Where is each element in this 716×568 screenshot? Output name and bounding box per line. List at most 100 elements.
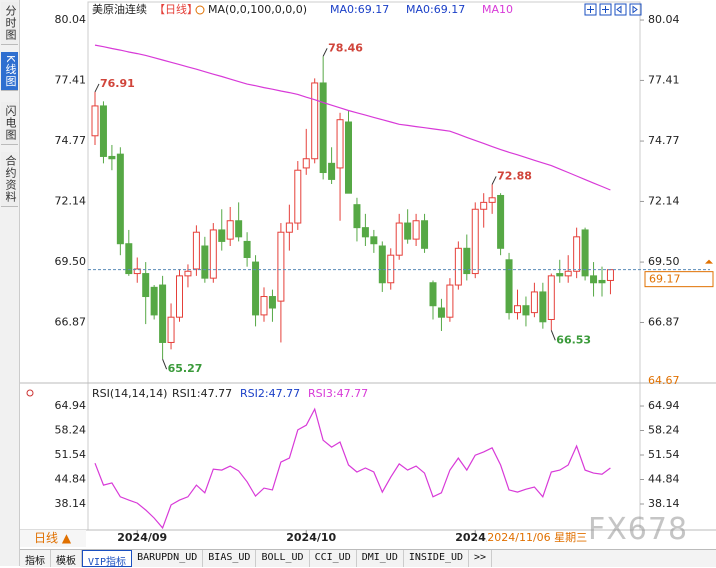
plot-border — [87, 1, 641, 531]
y-tick-label: 80.04 — [55, 13, 87, 26]
y-tick-label: 72.14 — [648, 194, 680, 207]
candle-body — [505, 259, 513, 314]
settings-icon[interactable] — [26, 389, 34, 397]
y-tick-label: 69.50 — [55, 255, 87, 268]
tab[interactable]: K线图 — [1, 52, 18, 92]
candle-body — [581, 229, 589, 277]
toolbar-tab[interactable]: BARUPDN_UD — [132, 550, 204, 567]
x-tick-label: 2024/09 — [117, 531, 167, 544]
candle-body — [328, 162, 336, 180]
header-text: MA0:69.17 — [330, 3, 389, 16]
candle-body — [99, 105, 107, 157]
toolbar-tab[interactable]: >> — [469, 550, 493, 567]
y-tick-label: 66.87 — [648, 315, 680, 328]
candle-body — [184, 270, 192, 277]
candle-body — [133, 268, 141, 275]
candle-body — [454, 247, 462, 286]
candle-body — [243, 240, 251, 258]
y-tick-label: 77.41 — [648, 73, 680, 86]
y-tick-label: 64.94 — [648, 399, 680, 412]
candle-body — [488, 197, 496, 203]
candle-body — [319, 82, 327, 174]
candle-body — [463, 247, 471, 275]
price-arrow — [705, 259, 713, 264]
tab[interactable]: 闪电图 — [1, 102, 18, 145]
y-tick-label: 77.41 — [55, 73, 87, 86]
header-text: MA10 — [482, 3, 513, 16]
annotation-leader — [94, 83, 100, 93]
y-tick-label: 38.14 — [648, 497, 680, 510]
toggle-icon — [195, 5, 205, 15]
watermark: FX678 — [588, 512, 689, 547]
candle-body — [268, 296, 276, 309]
x-tick-label: 2024/10 — [286, 531, 336, 544]
y-tick-label: 44.84 — [648, 473, 680, 486]
header-text: RSI1:47.77 — [172, 387, 232, 400]
tab[interactable]: 合约资料 — [1, 152, 18, 207]
price-box — [644, 271, 714, 288]
candle-body — [573, 236, 581, 272]
header-text: 美原油连续 — [92, 2, 147, 16]
toolbar-tab[interactable]: BIAS_UD — [203, 550, 257, 567]
annotation: 66.53 — [556, 333, 591, 346]
candle-body — [302, 158, 310, 169]
tab[interactable]: 分时图 — [1, 2, 18, 45]
candle-body — [336, 119, 344, 169]
candle-body — [395, 222, 403, 256]
candle-body — [235, 220, 243, 238]
y-tick-label: 74.77 — [648, 134, 680, 147]
candle-body — [108, 155, 116, 160]
candle-body — [361, 227, 369, 238]
annotation: 72.88 — [497, 169, 532, 182]
toolbar-tab[interactable]: DMI_UD — [357, 550, 404, 567]
candle-body — [370, 236, 378, 245]
toolbar-tab[interactable]: 模板 — [51, 550, 82, 567]
chart: 66.87 66.87 69.50 69.50 72.14 72.14 74.77 74.77… — [20, 1, 716, 546]
candle-body — [564, 270, 572, 277]
y-tick-label: 58.24 — [55, 424, 87, 437]
toolbar-tab[interactable]: CCI_UD — [310, 550, 357, 567]
toolbar-tab[interactable]: BOLL_UD — [256, 550, 310, 567]
cursor-date-box — [486, 531, 587, 546]
candle-body — [412, 220, 420, 240]
candle-body — [218, 229, 226, 242]
y-tick-label: 64.67 — [648, 374, 680, 387]
candle-body — [539, 291, 547, 323]
annotation-leader — [162, 359, 168, 370]
period-button[interactable]: 日线 ▲ — [20, 530, 86, 547]
y-tick-label: 69.50 — [648, 255, 680, 268]
cursor-date: 2024/11/06 星期三 — [487, 531, 587, 544]
toolbar-tab[interactable]: INSIDE_UD — [404, 550, 470, 567]
toolbar-tab[interactable]: 指标 — [20, 550, 51, 567]
candle-body — [311, 82, 319, 160]
y-tick-label: 72.14 — [55, 194, 87, 207]
annotation-leader — [550, 330, 556, 341]
candle-body — [201, 245, 209, 279]
candle-body — [345, 121, 352, 194]
candle-body — [429, 282, 437, 307]
candle-body — [387, 254, 395, 284]
header-text: MA0:69.17 — [406, 3, 465, 16]
candle-body — [125, 243, 133, 275]
ma-line — [94, 44, 611, 191]
header-text: RSI3:47.77 — [308, 387, 368, 400]
candle-body — [404, 222, 412, 240]
candle-body — [176, 275, 183, 318]
toolbar-tab[interactable]: VIP指标 — [82, 550, 133, 568]
annotation: 76.91 — [100, 77, 135, 90]
candle-body — [547, 275, 555, 320]
y-tick-label: 51.54 — [55, 448, 87, 461]
toolbar: 指标 模板 VIP指标 BARUPDN_UD BIAS_UD BOLL_UD CCI_UD D… — [20, 549, 716, 568]
y-tick-label: 51.54 — [648, 448, 680, 461]
candle-body — [192, 231, 200, 270]
header-text: RSI2:47.77 — [240, 387, 300, 400]
candle-body — [471, 208, 479, 275]
header-text: MA(0,0,100,0,0,0) — [208, 3, 307, 16]
y-tick-label: 74.77 — [55, 134, 87, 147]
annotation-leader — [491, 176, 497, 185]
candle-body — [252, 261, 260, 316]
candle-body — [590, 275, 598, 284]
toolbar-icons[interactable] — [584, 3, 642, 16]
candle-body — [294, 169, 302, 224]
